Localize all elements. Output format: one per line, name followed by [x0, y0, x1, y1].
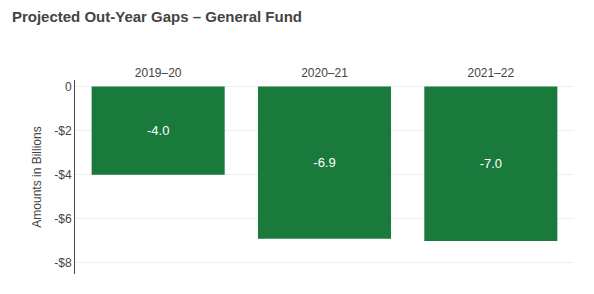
- svg-text:2020–21: 2020–21: [301, 66, 348, 80]
- svg-text:-4.0: -4.0: [147, 123, 169, 138]
- svg-text:2019–20: 2019–20: [135, 66, 182, 80]
- svg-text:Projected Out-Year Gaps – Gene: Projected Out-Year Gaps – General Fund: [12, 8, 302, 25]
- svg-text:Amounts in Billions: Amounts in Billions: [30, 126, 44, 227]
- svg-text:-$4: -$4: [54, 168, 72, 182]
- svg-text:-6.9: -6.9: [313, 155, 335, 170]
- svg-text:2021–22: 2021–22: [467, 66, 514, 80]
- svg-text:0: 0: [65, 80, 72, 94]
- svg-text:-$6: -$6: [54, 212, 72, 226]
- svg-text:-$2: -$2: [54, 124, 72, 138]
- svg-text:-7.0: -7.0: [480, 156, 502, 171]
- svg-text:-$8: -$8: [54, 256, 72, 270]
